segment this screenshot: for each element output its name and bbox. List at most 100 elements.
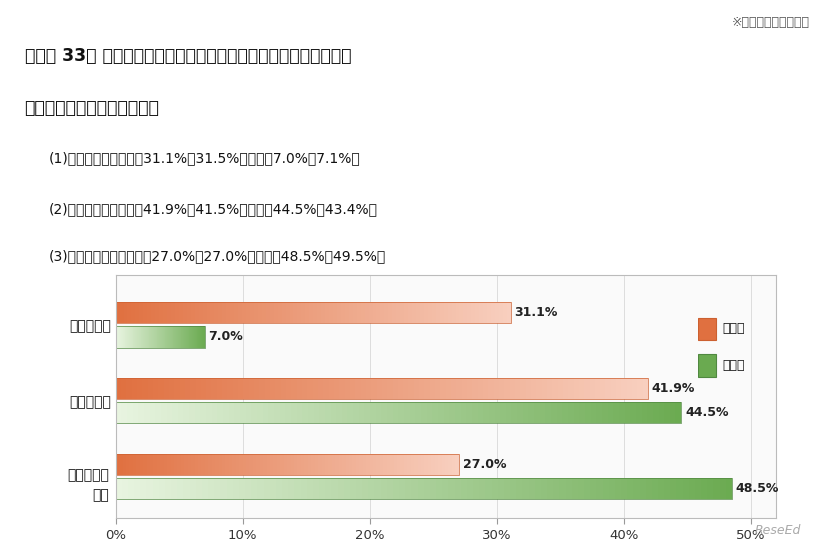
Bar (311, 454, 315, 475)
Bar (630, 402, 636, 423)
Bar (318, 454, 321, 475)
Bar (143, 302, 147, 323)
Bar (192, 326, 193, 348)
Bar (121, 402, 127, 423)
Bar (634, 478, 639, 500)
Bar (390, 454, 393, 475)
Bar (435, 378, 440, 399)
Bar (164, 326, 165, 348)
Bar (169, 378, 174, 399)
Bar (574, 402, 579, 423)
Bar (201, 402, 206, 423)
Bar (494, 378, 499, 399)
Bar (404, 302, 408, 323)
Bar (282, 302, 286, 323)
Bar (596, 402, 602, 423)
Bar (382, 402, 387, 423)
Bar (284, 454, 287, 475)
Bar (632, 378, 638, 399)
Bar (153, 326, 154, 348)
Bar (461, 402, 466, 423)
Bar (268, 402, 274, 423)
Bar (147, 326, 148, 348)
Bar (682, 478, 689, 500)
Bar (133, 402, 138, 423)
Bar (307, 378, 313, 399)
Bar (270, 378, 275, 399)
Bar (515, 378, 520, 399)
Bar (302, 402, 308, 423)
Bar (358, 402, 364, 423)
Bar (584, 378, 590, 399)
Bar (116, 326, 117, 348)
Bar (671, 478, 676, 500)
Bar (449, 402, 455, 423)
Bar (325, 302, 329, 323)
Bar (189, 326, 190, 348)
Bar (285, 402, 291, 423)
Bar (250, 302, 254, 323)
Bar (430, 478, 436, 500)
Bar (153, 478, 159, 500)
Bar (373, 454, 377, 475)
Bar (246, 454, 249, 475)
Bar (149, 326, 150, 348)
Bar (202, 478, 208, 500)
Bar (187, 326, 188, 348)
Bar (387, 454, 390, 475)
Bar (410, 402, 415, 423)
Bar (263, 478, 270, 500)
Bar (151, 302, 155, 323)
Bar (534, 402, 539, 423)
Bar (274, 402, 280, 423)
Bar (602, 402, 608, 423)
Bar (189, 402, 195, 423)
Bar (487, 302, 491, 323)
Bar (432, 302, 436, 323)
Bar (205, 454, 208, 475)
Bar (301, 302, 306, 323)
Bar (384, 302, 388, 323)
Bar (127, 326, 128, 348)
Bar (585, 402, 591, 423)
Bar (181, 326, 182, 348)
Text: 「質問 33」 配置されなかった時に副校長・教頭としてどのように: 「質問 33」 配置されなかった時に副校長・教頭としてどのように (25, 47, 351, 65)
Bar (337, 302, 341, 323)
Bar (164, 454, 167, 475)
Bar (119, 454, 122, 475)
Bar (126, 454, 130, 475)
Bar (183, 402, 189, 423)
Bar (664, 478, 671, 500)
Bar (459, 302, 463, 323)
Bar (336, 402, 342, 423)
Bar (344, 378, 350, 399)
Bar (297, 378, 302, 399)
Bar (124, 302, 127, 323)
Bar (221, 478, 226, 500)
Bar (116, 302, 510, 323)
Bar (444, 302, 448, 323)
Bar (440, 378, 446, 399)
Bar (354, 402, 358, 423)
Bar (131, 326, 132, 348)
Bar (542, 378, 547, 399)
Bar (235, 302, 238, 323)
Bar (127, 302, 131, 323)
Bar (264, 378, 270, 399)
Text: 小学校: 小学校 (723, 322, 745, 335)
Bar (142, 378, 148, 399)
Bar (206, 402, 211, 423)
Bar (406, 478, 411, 500)
Bar (135, 326, 136, 348)
Bar (531, 378, 536, 399)
Bar (398, 378, 403, 399)
Bar (116, 326, 205, 348)
Bar (136, 454, 140, 475)
Bar (529, 478, 534, 500)
Bar (361, 378, 366, 399)
Bar (287, 454, 291, 475)
Bar (126, 378, 131, 399)
Bar (150, 402, 155, 423)
Bar (229, 402, 235, 423)
Bar (392, 402, 398, 423)
